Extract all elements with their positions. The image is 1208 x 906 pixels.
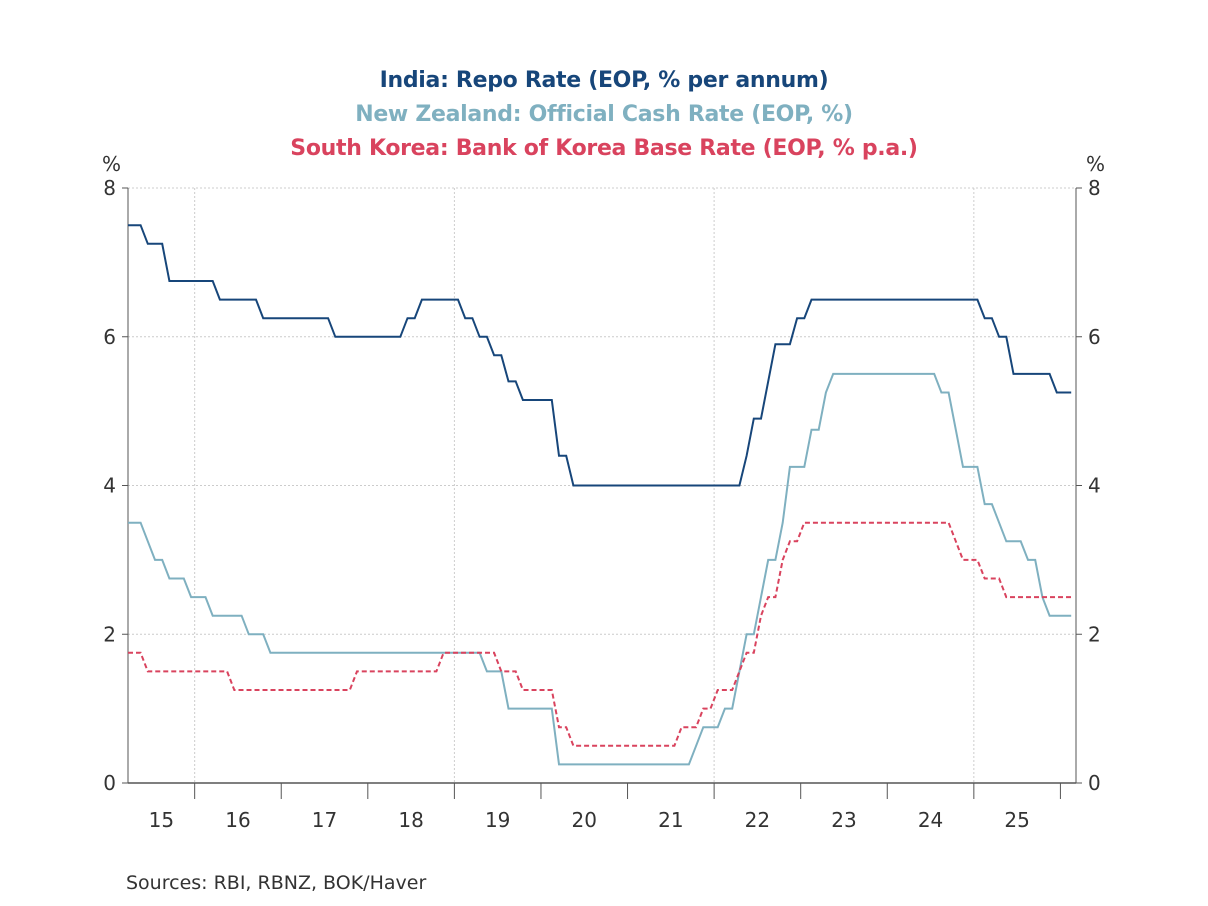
chart-title-india: India: Repo Rate (EOP, % per annum) — [379, 68, 829, 93]
y-tick-label-left: 2 — [103, 622, 116, 646]
y-tick-label-right: 4 — [1088, 474, 1101, 498]
chart-title-new-zealand: New Zealand: Official Cash Rate (EOP, %) — [355, 102, 853, 127]
x-tick-label: 18 — [398, 808, 423, 832]
source-note: Sources: RBI, RBNZ, BOK/Haver — [126, 872, 427, 894]
y-tick-label-right: 8 — [1088, 176, 1101, 200]
series-line-south-korea — [128, 521, 1072, 747]
y-tick-label-left: 6 — [103, 325, 116, 349]
x-tick-label: 24 — [918, 808, 943, 832]
y-tick-label-left: 0 — [103, 771, 116, 795]
y-tick-label-left: 4 — [103, 474, 116, 498]
x-tick-label: 20 — [572, 808, 597, 832]
x-tick-label: 22 — [745, 808, 770, 832]
x-tick-label: 21 — [658, 808, 683, 832]
x-tick-label: 25 — [1004, 808, 1029, 832]
y-tick-label-right: 6 — [1088, 325, 1101, 349]
x-tick-label: 23 — [831, 808, 856, 832]
series-line-new-zealand — [128, 372, 1072, 766]
x-tick-label: 16 — [225, 808, 250, 832]
y-axis-left-unit: % — [102, 152, 122, 176]
y-tick-label-left: 8 — [103, 176, 116, 200]
y-tick-label-right: 0 — [1088, 771, 1101, 795]
x-tick-label: 17 — [312, 808, 337, 832]
y-tick-label-right: 2 — [1088, 622, 1101, 646]
chart-title-south-korea: South Korea: Bank of Korea Base Rate (EO… — [290, 136, 918, 161]
x-tick-label: 15 — [149, 808, 174, 832]
x-tick-label: 19 — [485, 808, 510, 832]
y-axis-right-unit: % — [1086, 152, 1106, 176]
series-line-india — [128, 224, 1072, 487]
